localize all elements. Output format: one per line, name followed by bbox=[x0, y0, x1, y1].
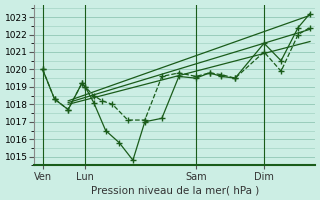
X-axis label: Pression niveau de la mer( hPa ): Pression niveau de la mer( hPa ) bbox=[91, 185, 259, 195]
